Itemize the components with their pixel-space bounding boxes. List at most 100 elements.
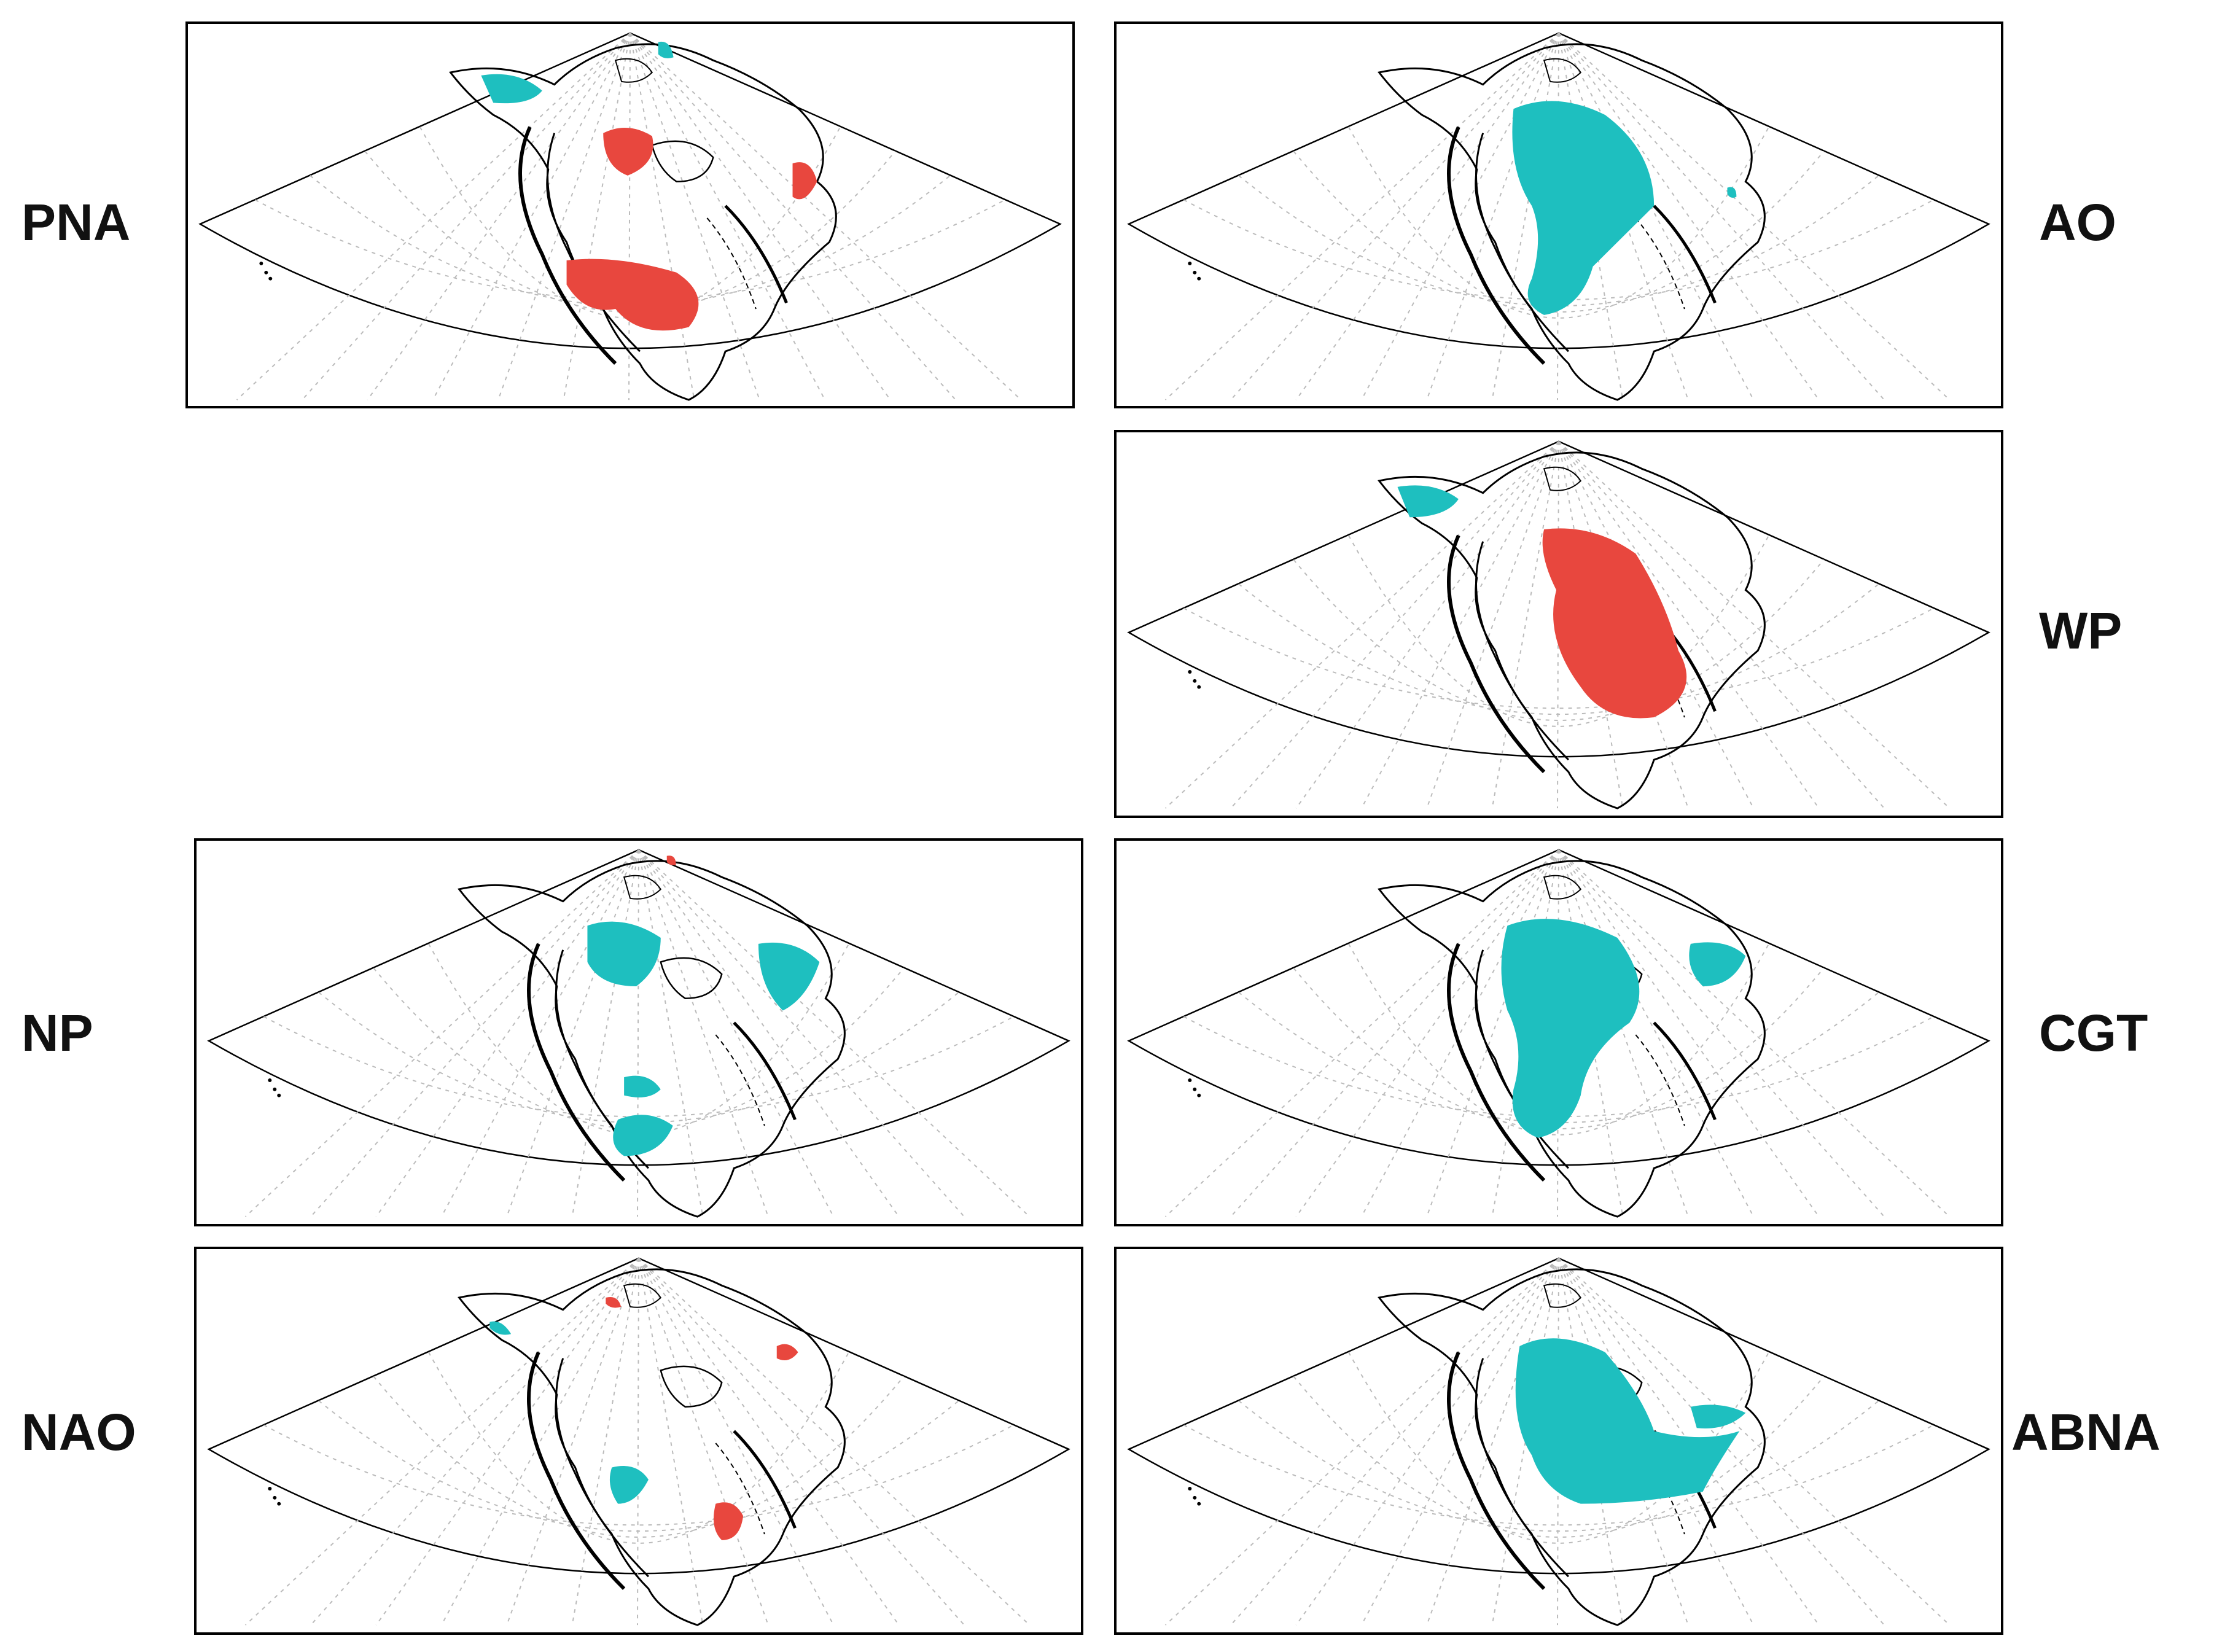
- contour-line: [1475, 541, 1569, 761]
- longitude-gridline: [637, 849, 639, 1217]
- longitude-gridline: [1164, 1258, 1559, 1626]
- longitude-gridline: [375, 1258, 639, 1626]
- hudson-bay-outline: [660, 957, 723, 999]
- longitude-gridline: [506, 849, 639, 1217]
- longitude-gridline: [1491, 1258, 1559, 1626]
- island-outline: [1543, 875, 1582, 900]
- contour-line: [1447, 126, 1546, 365]
- panel-pna: [185, 21, 1075, 408]
- map-boundary: [1127, 32, 1990, 349]
- island-outline: [614, 58, 653, 83]
- island-outline: [623, 875, 662, 900]
- hudson-bay-outline: [651, 140, 714, 182]
- latitude-gridline: [263, 1424, 1015, 1526]
- anomaly-negative: [624, 1075, 661, 1097]
- longitude-gridline: [630, 33, 760, 400]
- anomaly-negative: [1397, 485, 1459, 518]
- island-dot: [1188, 670, 1192, 674]
- longitude-gridline: [1558, 33, 1689, 400]
- map-boundary: [207, 1257, 1070, 1575]
- longitude-gridline: [432, 33, 631, 400]
- longitude-gridline: [1558, 441, 1820, 809]
- longitude-gridline: [571, 1258, 639, 1626]
- latitude-gridline: [1348, 943, 1769, 1136]
- longitude-gridline: [1295, 849, 1559, 1217]
- longitude-gridline: [375, 849, 639, 1217]
- longitude-gridline: [1295, 441, 1559, 809]
- panel-abna: [1114, 1247, 2003, 1635]
- panel-ao: [1114, 21, 2003, 408]
- panel-wp: [1114, 430, 2003, 818]
- longitude-gridline: [1230, 33, 1559, 400]
- longitude-gridline: [563, 33, 631, 400]
- island-dot: [1197, 685, 1201, 689]
- island-dot: [1188, 1487, 1192, 1490]
- longitude-gridline: [497, 33, 631, 400]
- anomaly-positive: [1542, 528, 1687, 719]
- map-np: [207, 849, 1070, 1218]
- longitude-gridline: [1558, 1258, 1951, 1626]
- contour-line: [518, 126, 617, 365]
- contour-line: [1475, 133, 1569, 353]
- longitude-gridline: [236, 33, 631, 400]
- longitude-gridline: [1558, 849, 1820, 1217]
- anomaly-negative: [1501, 919, 1640, 1138]
- longitude-gridline: [1426, 849, 1559, 1217]
- longitude-gridline: [1557, 849, 1559, 1217]
- anomaly-negative: [613, 1115, 673, 1156]
- longitude-gridline: [638, 849, 769, 1217]
- longitude-gridline: [1491, 441, 1559, 809]
- contour-line: [715, 1443, 765, 1535]
- island-dot: [1193, 1495, 1197, 1500]
- longitude-gridline: [440, 849, 639, 1217]
- anomaly-negative: [481, 74, 542, 104]
- longitude-gridline: [1360, 1258, 1559, 1626]
- island-dot: [277, 1093, 281, 1097]
- anomaly-positive: [713, 1502, 744, 1540]
- latitude-gridline: [1183, 607, 1935, 709]
- longitude-gridline: [302, 33, 631, 400]
- island-dot: [268, 276, 273, 281]
- island-dot: [1188, 262, 1192, 265]
- contour-line: [715, 1034, 765, 1126]
- anomaly-negative: [489, 1321, 512, 1335]
- island-dot: [273, 1087, 277, 1091]
- island-dot: [259, 262, 263, 265]
- label-ao: AO: [2039, 193, 2116, 251]
- latitude-gridline: [419, 127, 841, 319]
- latitude-gridline: [428, 1352, 849, 1544]
- island-dot: [268, 1487, 272, 1490]
- anomaly-negative: [587, 921, 661, 986]
- longitude-gridline: [1558, 849, 1689, 1217]
- label-cgt: CGT: [2039, 1004, 2148, 1062]
- panel-np: [194, 838, 1083, 1226]
- island-outline: [1543, 1283, 1582, 1308]
- longitude-gridline: [1164, 849, 1559, 1217]
- latitude-gridline: [364, 150, 896, 313]
- anomaly-negative: [1512, 101, 1655, 315]
- anomaly-negative: [1690, 1405, 1746, 1428]
- longitude-gridline: [1426, 33, 1559, 400]
- label-abna: ABNA: [2011, 1403, 2161, 1461]
- longitude-gridline: [1558, 33, 1755, 400]
- longitude-gridline: [1558, 441, 1951, 809]
- longitude-gridline: [1426, 1258, 1559, 1626]
- longitude-gridline: [244, 1258, 639, 1626]
- longitude-gridline: [630, 33, 1022, 400]
- contour-line: [1447, 943, 1546, 1182]
- anomaly-positive: [666, 855, 676, 865]
- island-dot: [277, 1502, 281, 1506]
- latitude-gridline: [373, 967, 905, 1129]
- label-wp: WP: [2039, 602, 2123, 660]
- longitude-gridline: [1558, 33, 1951, 400]
- latitude-gridline: [1238, 583, 1879, 715]
- anomaly-negative: [658, 41, 674, 58]
- contour-line: [1635, 217, 1685, 310]
- longitude-gridline: [638, 849, 900, 1217]
- latitude-gridline: [1238, 1400, 1879, 1532]
- longitude-gridline: [638, 849, 835, 1217]
- longitude-gridline: [1558, 33, 1820, 400]
- longitude-gridline: [571, 849, 639, 1217]
- island-dot: [1193, 1087, 1197, 1091]
- longitude-gridline: [638, 849, 965, 1217]
